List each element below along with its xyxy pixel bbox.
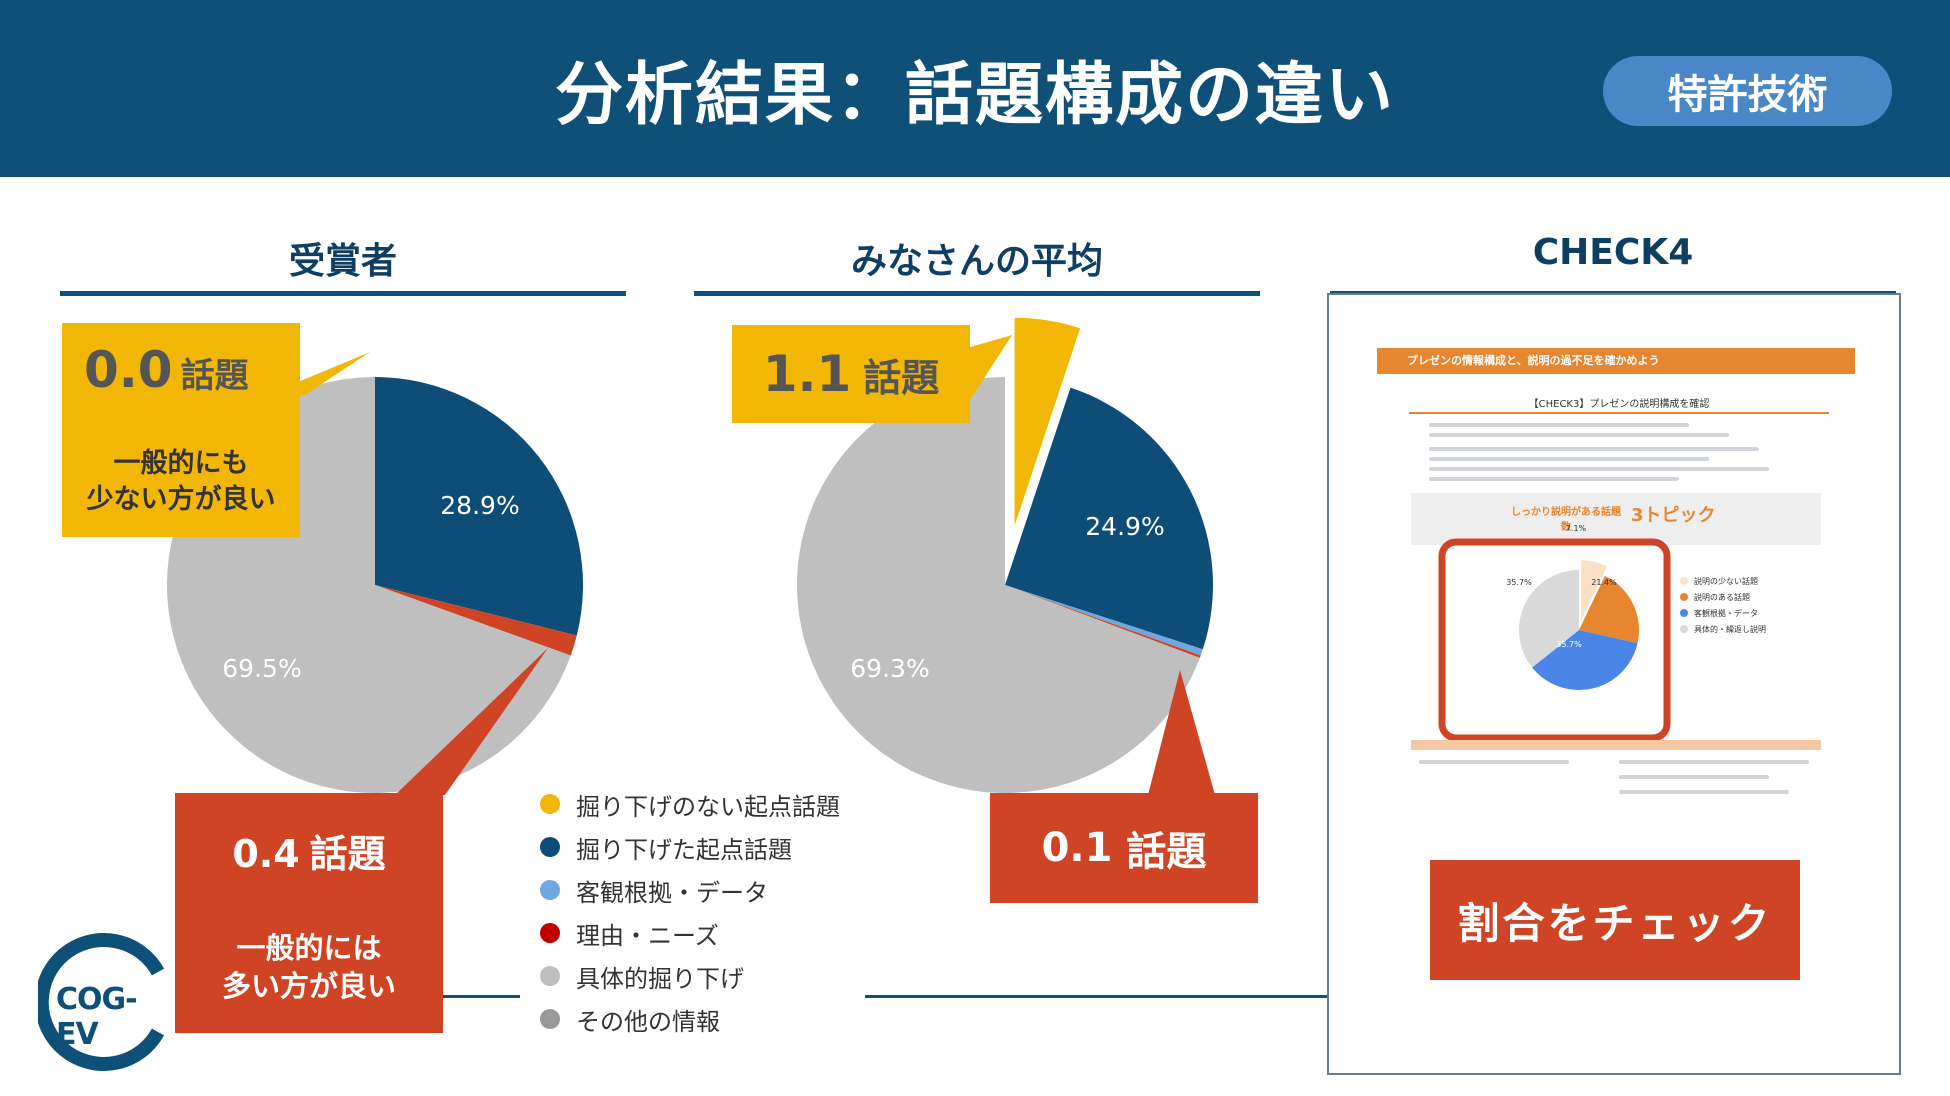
pie-label-winners-deep: 28.9%: [440, 491, 519, 520]
legend-label: 理由・ニーズ: [576, 921, 719, 950]
legend-swatch: [540, 794, 560, 814]
callout-note-line1: 一般的には: [236, 931, 382, 965]
pie-slice: [375, 377, 583, 636]
callout-pointer-average-bottom: [1148, 670, 1215, 795]
pie-chart-worksheet: [1519, 560, 1639, 691]
worksheet-banner: プレゼンの情報構成と、説明の過不足を確かめよう: [1377, 348, 1855, 374]
logo-ring-icon: [34, 933, 165, 1071]
logo-text: COG-EV: [56, 982, 138, 1052]
pie-label-worksheet: 21.4%: [1591, 578, 1617, 587]
legend-label: 客観根拠・データ: [576, 878, 768, 907]
pie-slice: [1519, 570, 1579, 668]
callout-average-top: 1.1 話題: [732, 325, 970, 423]
legend-label: 掘り下げのない起点話題: [576, 792, 840, 821]
mini-legend-label: 説明のある話題: [1694, 592, 1750, 602]
pie-slice: [797, 377, 1200, 793]
pie-slice: [375, 585, 577, 656]
text-line: [1619, 775, 1769, 779]
chart-legend: 掘り下げのない起点話題 掘り下げた起点話題 客観根拠・データ 理由・ニーズ 具体…: [520, 772, 865, 1050]
text-line: [1429, 457, 1709, 461]
legend-item: 具体的掘り下げ: [540, 956, 744, 996]
callout-note-line2: 少ない方が良い: [86, 484, 276, 515]
pie-slice: [1579, 575, 1639, 644]
callout-winners-top: 0.0 話題 一般的にも 少ない方が良い: [62, 323, 300, 537]
pie-slice: [1014, 317, 1081, 526]
callout-average-bottom: 0.1 話題: [990, 793, 1258, 903]
pie-slice: [1005, 585, 1201, 658]
text-line: [1429, 433, 1729, 437]
text-line: [1429, 423, 1689, 427]
legend-swatch: [540, 966, 560, 986]
legend-item: その他の情報: [540, 999, 720, 1039]
column-divider: [60, 291, 626, 296]
callout-pointer-winners-bottom: [395, 648, 548, 795]
worksheet-thumbnail: プレゼンの情報構成と、説明の過不足を確かめよう 【CHECK3】プレゼンの説明構…: [1327, 293, 1901, 1075]
callout-unit: 話題: [1126, 829, 1207, 875]
pie-slice: [1581, 560, 1608, 621]
mini-legend-label: 説明の少ない話題: [1694, 576, 1758, 586]
highlight-frame: [1438, 538, 1671, 742]
column-title-check: CHECK4: [1532, 232, 1694, 273]
page-title: 分析結果：話題構成の違い: [554, 56, 1395, 135]
table-header-strip: [1411, 740, 1821, 750]
legend-item: 理由・ニーズ: [540, 913, 719, 953]
text-line: [1429, 447, 1759, 451]
mini-legend-swatch: [1680, 625, 1688, 633]
legend-swatch: [540, 1009, 560, 1029]
legend-swatch: [540, 880, 560, 900]
text-line: [1619, 790, 1789, 794]
pie-chart-average: [797, 317, 1213, 793]
text-line: [1419, 760, 1569, 764]
worksheet-rule: [1409, 412, 1829, 414]
logo: COG-EV: [34, 932, 178, 1072]
text-line: [1429, 467, 1769, 471]
legend-label: 具体的掘り下げ: [576, 964, 744, 993]
callout-value: 0.1: [1041, 825, 1113, 871]
callout-note-line2: 多い方が良い: [221, 969, 396, 1003]
callout-check: 割合をチェック: [1430, 860, 1800, 980]
pie-label-worksheet: 7.1%: [1566, 524, 1587, 533]
pie-slice: [1005, 387, 1213, 650]
legend-item: 掘り下げた起点話題: [540, 827, 792, 867]
legend-item: 客観根拠・データ: [540, 870, 768, 910]
callout-unit: 話題: [180, 356, 249, 396]
legend-item: 掘り下げのない起点話題: [540, 784, 840, 824]
worksheet-highlight-box: しっかり説明がある話題数 3トピック: [1411, 493, 1821, 545]
highlight-label: しっかり説明がある話題数: [1511, 507, 1621, 533]
text-line: [1619, 760, 1809, 764]
mini-legend-label: 具体的・繰返し説明: [1694, 624, 1766, 634]
mini-legend-label: 客観根拠・データ: [1694, 608, 1758, 618]
callout-note-line1: 一般的にも: [113, 448, 249, 479]
connector-line: [440, 995, 1440, 998]
worksheet-heading: 【CHECK3】プレゼンの説明構成を確認: [1528, 399, 1710, 410]
pie-label-average-deep: 24.9%: [1085, 512, 1164, 541]
mini-legend-swatch: [1680, 609, 1688, 617]
pie-slice: [1005, 585, 1203, 656]
callout-value: 1.1: [762, 345, 852, 403]
column-title-average: みなさんの平均: [850, 241, 1103, 282]
callout-value: 0.0: [84, 341, 173, 399]
legend-label: その他の情報: [576, 1007, 720, 1036]
column-title-winners: 受賞者: [288, 241, 397, 282]
mini-legend-swatch: [1680, 593, 1688, 601]
legend-swatch: [540, 923, 560, 943]
callout-value: 0.4: [232, 832, 300, 876]
callout-pointer-average-top: [960, 335, 1012, 400]
category-badge: 特許技術: [1603, 56, 1892, 126]
pie-label-average-concrete: 69.3%: [850, 654, 929, 683]
highlight-value: 3トピック: [1631, 505, 1716, 526]
mini-legend-swatch: [1680, 577, 1688, 585]
callout-winners-bottom: 0.4 話題 一般的には 多い方が良い: [175, 793, 443, 1033]
legend-label: 掘り下げた起点話題: [576, 835, 792, 864]
pie-slice: [1532, 630, 1638, 691]
worksheet-chart: 7.1% 21.4% 35.7% 35.7% 説明の少ない話題 説明のある話題 …: [1438, 524, 1766, 742]
column-divider: [694, 291, 1260, 296]
pie-label-worksheet: 35.7%: [1556, 640, 1582, 649]
callout-unit: 話題: [309, 832, 386, 876]
pie-label-worksheet: 35.7%: [1506, 578, 1532, 587]
text-line: [1429, 477, 1679, 481]
legend-swatch: [540, 837, 560, 857]
pie-label-winners-concrete: 69.5%: [222, 654, 301, 683]
callout-unit: 話題: [863, 355, 940, 400]
